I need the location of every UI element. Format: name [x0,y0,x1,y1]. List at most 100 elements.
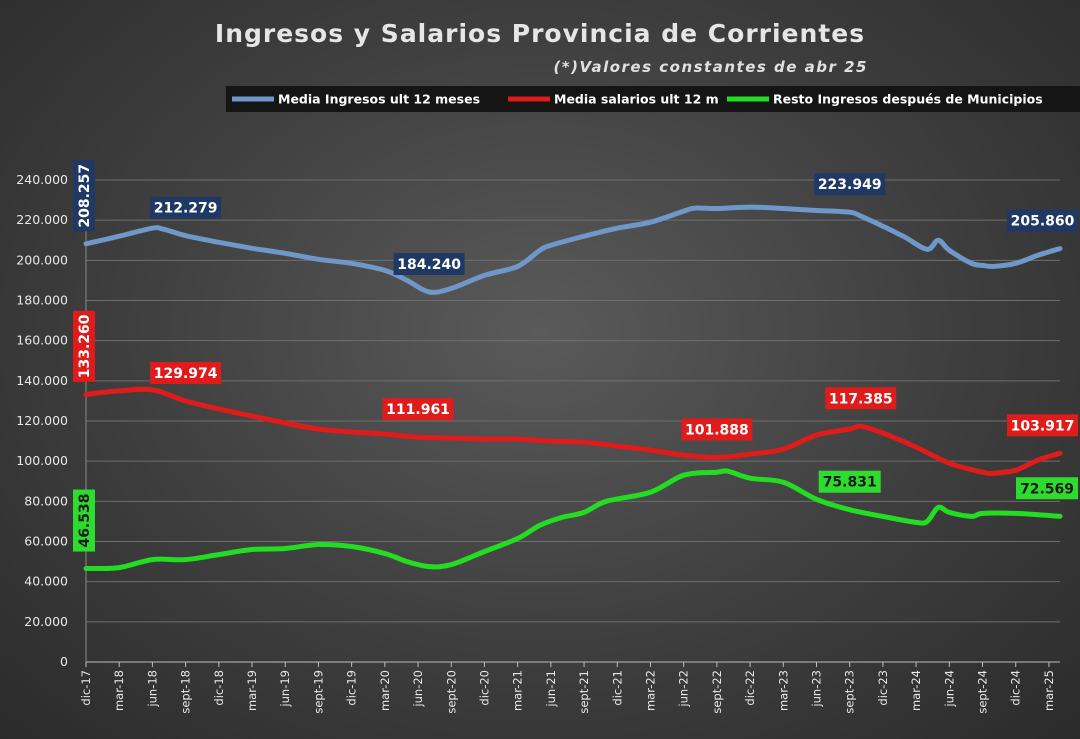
x-tick-label: mar-21 [511,670,525,711]
data-label-0-0: 208.257 [73,160,95,232]
data-label-text: 46.538 [77,494,93,548]
data-label-text: 111.961 [386,402,450,418]
x-tick-label: mar-25 [1042,670,1056,711]
x-tick-label: mar-19 [245,670,259,711]
x-tick-label: dic-18 [212,670,226,706]
data-label-0-3: 223.949 [814,173,886,196]
data-label-box [1007,414,1078,437]
data-label-text: 75.831 [823,475,877,491]
data-label-box [150,196,222,219]
x-tick-label: dic-17 [79,670,93,706]
data-label-box [393,252,465,275]
data-label-2-2: 72.569 [1016,477,1078,500]
data-label-1-2: 111.961 [382,398,454,421]
x-tick-label: jun-24 [942,670,956,708]
data-label-text: 184.240 [397,257,461,273]
x-tick-label: sept-23 [843,670,857,714]
data-label-text: 129.974 [154,366,218,382]
y-tick-label: 240.000 [16,172,68,187]
legend-label-2: Resto Ingresos después de Municipios [773,92,1043,107]
x-tick-label: jun-18 [145,670,159,708]
x-tick-label: mar-23 [776,670,790,711]
x-tick-label: jun-23 [810,670,824,708]
y-tick-label: 120.000 [16,413,68,428]
data-label-2-0: 46.538 [73,489,95,552]
series-line-0 [83,204,1063,295]
chart-title: Ingresos y Salarios Provincia de Corrien… [215,19,865,48]
y-tick-label: 180.000 [16,293,68,308]
data-label-text: 205.860 [1011,214,1075,230]
legend-label-0: Media Ingresos ult 12 meses [278,92,480,107]
data-label-box [73,489,95,552]
x-tick-label: dic-22 [743,670,757,706]
x-tick-label: mar-18 [112,670,126,711]
legend-label-1: Media salarios ult 12 m [554,92,719,107]
data-label-box [150,361,222,384]
data-label-2-1: 75.831 [818,470,881,493]
data-label-0-1: 212.279 [150,196,222,219]
data-label-box [1016,477,1078,500]
y-tick-label: 140.000 [16,373,68,388]
data-label-box [73,310,95,382]
x-tick-label: dic-23 [876,670,890,706]
data-label-text: 223.949 [818,177,882,193]
x-tick-label: dic-21 [610,670,624,706]
x-tick-label: mar-22 [643,670,657,711]
data-label-text: 208.257 [77,164,93,228]
legend: Media Ingresos ult 12 meses Media salario… [232,92,1043,107]
data-label-box [73,160,95,232]
legend-background [226,86,1080,112]
data-label-text: 212.279 [154,201,218,217]
data-label-1-5: 103.917 [1007,414,1078,437]
x-tick-label: sept-18 [179,670,193,714]
data-label-text: 103.917 [1011,418,1075,434]
data-label-box [382,398,454,421]
x-tick-label: dic-24 [1009,670,1023,706]
data-label-1-0: 133.260 [73,310,95,382]
series-line-1 [83,386,1063,477]
data-label-box [1007,209,1078,232]
y-tick-label: 220.000 [16,212,68,227]
data-label-1-4: 117.385 [825,387,897,410]
x-tick-label: mar-24 [909,670,923,711]
chart-subtitle: (*)Valores constantes de abr 25 [553,58,868,76]
x-tick-label: sept-20 [444,670,458,714]
y-tick-label: 200.000 [16,252,68,267]
data-label-0-4: 205.860 [1007,209,1078,232]
x-tick-label: jun-19 [278,670,292,708]
x-tick-label: sept-21 [577,670,591,714]
data-label-box [814,173,886,196]
x-tick-label: jun-22 [677,670,691,708]
y-tick-label: 20.000 [24,614,68,629]
x-tick-label: mar-20 [378,670,392,711]
y-tick-label: 80.000 [24,493,68,508]
data-label-1-3: 101.888 [681,418,753,441]
data-label-text: 101.888 [685,422,749,438]
series-line-2 [83,468,1063,572]
data-labels: 208.257 212.279 184.240 223.949 205.860 133.2… [73,160,1078,552]
x-tick-label: jun-20 [411,670,425,708]
y-tick-label: 100.000 [16,453,68,468]
data-label-1-1: 129.974 [150,361,222,384]
x-tick-label: sept-19 [311,670,325,714]
y-tick-label: 40.000 [24,574,68,589]
data-label-text: 72.569 [1020,481,1074,497]
x-tick-label: dic-20 [477,670,491,706]
data-label-box [681,418,753,441]
x-tick-label: jun-21 [544,670,558,708]
series-group [83,204,1063,572]
data-label-box [818,470,881,493]
x-tick-label: sept-22 [710,670,724,714]
data-label-text: 117.385 [829,391,893,407]
y-tick-label: 160.000 [16,333,68,348]
data-label-text: 133.260 [77,314,93,378]
y-tick-label: 60.000 [24,534,68,549]
x-tick-label: sept-24 [976,670,990,714]
grid [86,179,1060,623]
y-tick-label: 0 [60,654,68,669]
axes: 0 20.000 40.000 60.000 80.000 100.000 120.000 1… [16,170,1060,714]
x-tick-label: dic-19 [345,670,359,706]
data-label-0-2: 184.240 [393,252,465,275]
